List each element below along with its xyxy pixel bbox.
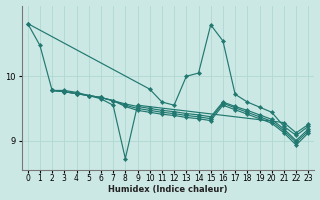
X-axis label: Humidex (Indice chaleur): Humidex (Indice chaleur) [108,185,228,194]
